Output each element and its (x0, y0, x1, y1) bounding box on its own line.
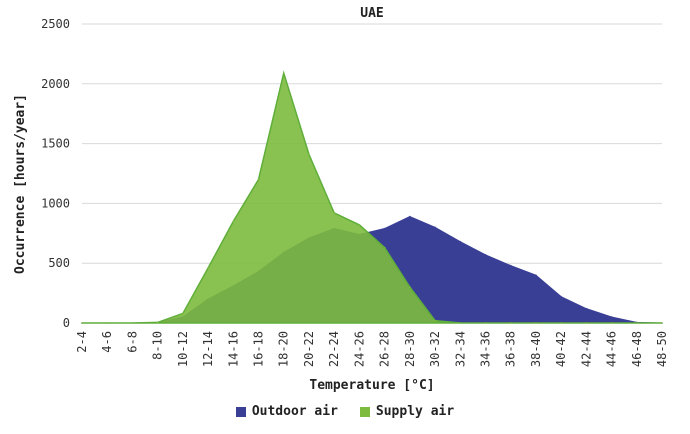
x-tick-label: 16-18 (252, 331, 266, 367)
x-tick-label: 6-8 (125, 331, 139, 353)
point-supply-air (434, 319, 436, 322)
point-supply-air (358, 224, 361, 226)
x-tick-label: 8-10 (151, 331, 165, 360)
point-outdoor-air (434, 226, 436, 229)
point-outdoor-air (585, 307, 588, 310)
x-tick-label: 2-4 (75, 331, 89, 353)
x-axis-ticks: 2-4 4-6 6-8 8-10 10-12 12-14 14-16 16-18 18-20 20… (75, 331, 669, 367)
x-axis-label: Temperature [°C] (309, 378, 434, 393)
series-areas (81, 70, 663, 324)
y-axis-ticks: 0 500 1000 1500 2000 2500 (41, 17, 70, 330)
point-supply-air (409, 286, 411, 288)
x-tick-label: 22-24 (327, 331, 341, 367)
y-tick-label: 1000 (41, 196, 70, 210)
x-tick-label: 14-16 (226, 331, 240, 367)
point-supply-air (333, 212, 335, 214)
x-tick-label: 32-34 (453, 331, 467, 367)
point-supply-air (131, 322, 134, 324)
chart-title: UAE (360, 6, 383, 21)
x-tick-label: 10-12 (176, 331, 190, 367)
legend-label-supply-air: Supply air (375, 404, 455, 419)
area-supply-air (82, 70, 662, 324)
legend-swatch-supply-air (359, 406, 370, 417)
point-supply-air (459, 322, 462, 324)
point-supply-air (509, 322, 512, 324)
y-tick-label: 2000 (41, 77, 70, 91)
legend: Outdoor air Supply air (0, 404, 690, 419)
x-tick-label: 18-20 (277, 331, 291, 367)
point-supply-air (308, 153, 310, 156)
point-outdoor-air (459, 240, 462, 243)
point-outdoor-air (560, 295, 562, 298)
point-outdoor-air (383, 227, 386, 230)
x-tick-label: 48-50 (655, 331, 669, 367)
point-supply-air (610, 322, 613, 324)
point-supply-air (81, 322, 83, 324)
y-tick-label: 2500 (41, 17, 70, 31)
x-tick-label: 44-46 (605, 331, 619, 367)
x-tick-label: 20-22 (302, 331, 316, 367)
point-supply-air (156, 321, 159, 324)
point-supply-air (585, 322, 588, 324)
point-supply-air (282, 72, 285, 74)
point-supply-air (207, 267, 209, 269)
point-outdoor-air (484, 254, 487, 256)
point-supply-air (232, 220, 235, 223)
y-tick-label: 1500 (41, 137, 70, 151)
y-axis-label: Occurrence [hours/year] (13, 94, 28, 274)
y-tick-label: 0 (63, 316, 70, 330)
x-tick-label: 26-28 (378, 331, 392, 367)
legend-item-outdoor-air: Outdoor air (235, 404, 338, 419)
point-outdoor-air (535, 274, 537, 276)
chart: UAE 0 500 1000 1500 2000 2500 2-4 4-6 6-8 8-10 10… (13, 6, 669, 393)
point-supply-air (661, 322, 663, 324)
point-outdoor-air (610, 316, 613, 318)
x-tick-label: 38-40 (529, 331, 543, 367)
legend-label-outdoor-air: Outdoor air (251, 404, 338, 419)
x-tick-label: 4-6 (100, 331, 114, 353)
point-supply-air (484, 322, 487, 324)
x-tick-label: 36-38 (504, 331, 518, 367)
point-supply-air (635, 322, 638, 324)
point-supply-air (182, 312, 184, 315)
x-tick-label: 34-36 (478, 331, 492, 367)
legend-swatch-outdoor-air (235, 406, 246, 417)
x-tick-label: 24-26 (352, 331, 366, 367)
point-supply-air (535, 322, 537, 324)
point-supply-air (560, 322, 562, 324)
x-tick-label: 30-32 (428, 331, 442, 367)
legend-item-supply-air: Supply air (359, 404, 455, 419)
x-tick-label: 28-30 (403, 331, 417, 367)
point-supply-air (257, 178, 260, 181)
x-tick-label: 40-42 (554, 331, 568, 367)
x-tick-label: 46-48 (630, 331, 644, 367)
point-outdoor-air (509, 264, 512, 267)
x-tick-label: 12-14 (201, 331, 215, 367)
point-supply-air (383, 246, 386, 249)
point-outdoor-air (409, 215, 411, 218)
x-tick-label: 42-44 (579, 331, 593, 367)
point-supply-air (106, 322, 109, 324)
y-tick-label: 500 (48, 256, 70, 270)
